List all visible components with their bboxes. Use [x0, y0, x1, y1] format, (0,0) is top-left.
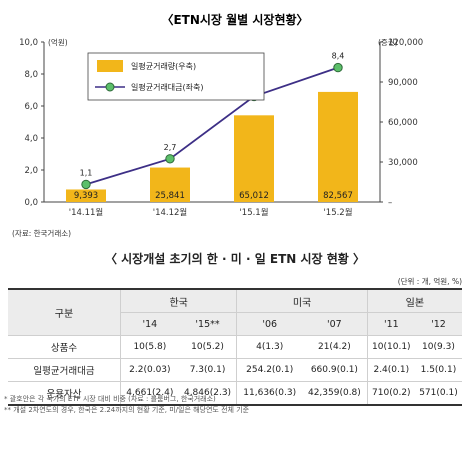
line-value-label: 8,4 [332, 52, 345, 61]
table-cell: 4,661(2.4) [119, 381, 179, 406]
bar-value-label: 82,567 [323, 191, 353, 201]
table-cell: 660.9(0.1) [302, 358, 368, 382]
table-cell: 571(0.1) [414, 381, 462, 406]
x-tick-label: '15.2월 [323, 207, 352, 218]
legend-bar-swatch [97, 60, 123, 72]
left-tick-label: 6,0 [24, 102, 38, 112]
table-cell: 710(0.2) [366, 381, 415, 406]
left-tick-label: 0,0 [24, 198, 38, 208]
chart-axes: 0,0 2,0 4,0 6,0 8,0 10,0 – 30,000 60,000 90,000 12… [19, 38, 423, 218]
etn-monthly-chart: 〈ETN시장 월별 시장현황〉 (억원) (증권) 0,0 2,0 4,0 6,0 8,… [12, 12, 423, 238]
x-tick-label: '14.12월 [153, 207, 188, 218]
table-cell: 21(4.2) [302, 335, 368, 359]
legend-bar-label: 일평균거래량(우축) [131, 61, 196, 71]
right-tick-label: 90,000 [388, 78, 418, 88]
line-path [85, 66, 339, 186]
left-tick-label: 2,0 [24, 166, 38, 176]
chart-title: 〈ETN시장 월별 시장현황〉 [161, 12, 308, 27]
row-label: 상품수 [8, 335, 121, 359]
table-cell: 10(10.1) [366, 335, 415, 359]
bar [150, 167, 190, 202]
table-row: 상품수 10(5.8) 10(5.2) 4(1.3) 21(4.2) 10(10… [8, 335, 462, 359]
bar [234, 115, 274, 202]
bar-value-label: 9,393 [74, 191, 98, 201]
table-cell: 254.2(0.1) [236, 358, 303, 382]
bar-value-label: 65,012 [239, 191, 269, 201]
table-unit-note: (단위 : 개, 억원, %) [397, 277, 462, 286]
comparison-table: 구분 한국 미국 일본 '14 '15** '06 '07 '11 '12 상품… [8, 288, 462, 406]
right-tick-label: 30,000 [388, 158, 418, 168]
right-tick-label: 60,000 [388, 118, 418, 128]
x-tick-label: '15.1월 [239, 207, 268, 218]
year-header: '12 [414, 312, 462, 336]
year-header: '15** [178, 312, 237, 336]
table-cell: 10(9.3) [414, 335, 462, 359]
line-point [81, 179, 91, 190]
table-cell: 10(5.2) [178, 335, 237, 359]
footnotes: * 괄호안은 각 국가의 ETF 시장 대비 비중 (자료 : 블룸버그, 한국… [4, 394, 249, 416]
left-axis-unit: (억원) [48, 38, 68, 47]
table-cell: 4,846(2.3) [178, 381, 237, 406]
table-year-row: '14 '15** '06 '07 '11 '12 [8, 312, 462, 336]
bar [66, 189, 106, 202]
left-tick-label: 4,0 [24, 134, 38, 144]
table-cell: 7.3(0.1) [178, 358, 237, 382]
legend: 일평균거래량(우축) 일평균거래대금(좌축) [87, 52, 265, 101]
left-tick-label: 8,0 [24, 70, 38, 80]
right-tick-label: – [388, 198, 392, 208]
left-tick-label: 10,0 [19, 38, 38, 48]
line-point [333, 62, 343, 73]
group-japan: 일본 [366, 289, 462, 313]
year-header: '14 [119, 312, 179, 336]
line-value-label: 2,7 [164, 143, 177, 152]
right-tick-label: 120,000 [388, 38, 423, 48]
bar-series [66, 91, 358, 202]
chart-source: (자료: 한국거래소) [12, 229, 71, 238]
legend-line-label: 일평균거래대금(좌축) [131, 82, 203, 92]
table-header-row: 구분 한국 미국 일본 [8, 289, 462, 336]
group-usa: 미국 [236, 289, 368, 313]
line-value-label: 1,1 [80, 168, 93, 177]
table-cell: 2.2(0.03) [119, 358, 179, 382]
footnote: * 괄호안은 각 국가의 ETF 시장 대비 비중 (자료 : 블룸버그, 한국… [4, 395, 216, 403]
table-title: 〈 시장개설 초기의 한 · 미 · 일 ETN 시장 현황 〉 [104, 252, 366, 266]
row-label: 일평균거래대금 [8, 358, 121, 382]
year-header: '07 [302, 312, 368, 336]
line-point [165, 154, 175, 164]
table-cell: 11,636(0.3) [236, 381, 303, 406]
bar-value-label: 25,841 [155, 191, 185, 201]
table-cell: 42,359(0.8) [302, 381, 368, 406]
x-tick-label: '14.11월 [69, 207, 104, 218]
year-header: '06 [236, 312, 303, 336]
right-axis-unit: (증권) [378, 38, 398, 47]
table-cell: 4(1.3) [236, 335, 303, 359]
group-korea: 한국 [119, 289, 237, 313]
row-label: 운용자산 [8, 381, 121, 406]
footnote: ** 개설 2차연도의 경우, 한국은 2.24까지의 현황 기준, 미/일은 … [4, 406, 250, 414]
table-cell: 2.4(0.1) [366, 358, 415, 382]
legend-line-marker [105, 82, 115, 92]
corner-label: 구분 [8, 289, 121, 336]
table-cell: 1.5(0.1) [414, 358, 462, 382]
bar [318, 91, 358, 202]
table-row: 운용자산 4,661(2.4) 4,846(2.3) 11,636(0.3) 4… [8, 381, 462, 406]
table-row: 일평균거래대금 2.2(0.03) 7.3(0.1) 254.2(0.1) 66… [8, 358, 462, 382]
table-cell: 10(5.8) [119, 335, 179, 359]
year-header: '11 [366, 312, 415, 336]
